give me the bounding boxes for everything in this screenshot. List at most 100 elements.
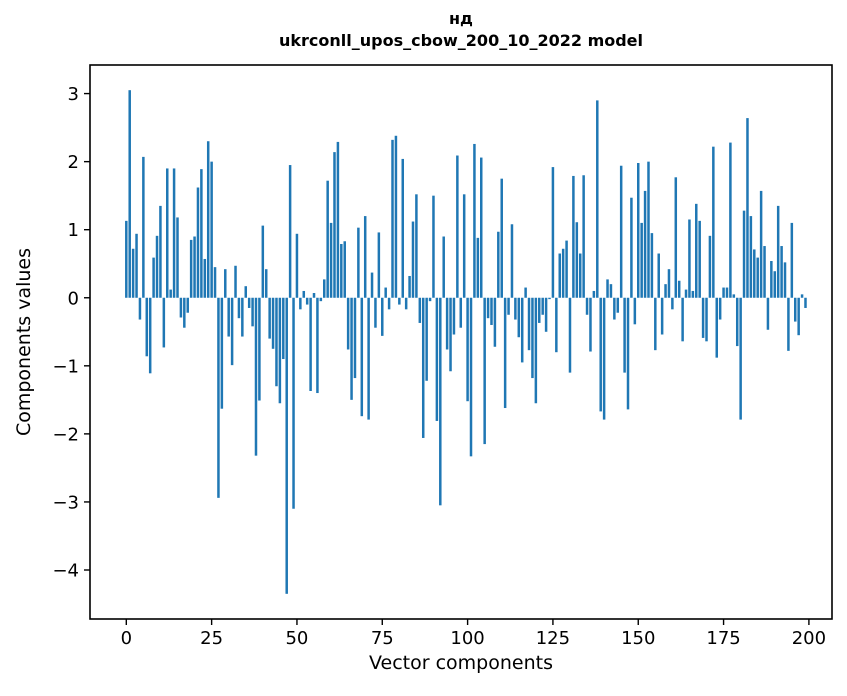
bar xyxy=(783,262,787,298)
bar xyxy=(145,297,149,357)
bar xyxy=(131,248,135,298)
bar xyxy=(551,167,555,298)
bar xyxy=(582,175,585,298)
bar xyxy=(630,197,633,298)
bar xyxy=(155,235,159,298)
x-tick-label: 125 xyxy=(536,628,570,649)
bar xyxy=(749,216,753,298)
bar xyxy=(241,297,244,337)
bar xyxy=(493,297,497,347)
x-tick-label: 175 xyxy=(706,628,740,649)
bar xyxy=(432,195,435,298)
bar xyxy=(384,287,387,298)
bar xyxy=(561,248,565,298)
bar xyxy=(637,163,640,298)
bar xyxy=(742,210,746,298)
bar xyxy=(746,118,749,298)
x-tick-label: 25 xyxy=(200,628,223,649)
bar xyxy=(548,297,551,300)
bar xyxy=(445,297,449,350)
x-tick-label: 75 xyxy=(371,628,394,649)
bar xyxy=(350,297,353,400)
bar xyxy=(609,284,613,298)
bar xyxy=(398,297,401,305)
bar xyxy=(531,297,534,379)
bar xyxy=(230,297,234,366)
bar xyxy=(217,297,220,498)
y-tick-label: −4 xyxy=(52,561,79,582)
bar xyxy=(340,244,343,298)
bar xyxy=(326,180,329,298)
bar xyxy=(555,297,558,353)
bar xyxy=(357,227,360,298)
bar xyxy=(643,190,647,298)
bar xyxy=(616,297,620,313)
bar xyxy=(459,297,463,328)
bar xyxy=(633,297,637,325)
bar xyxy=(234,265,237,298)
bar xyxy=(613,297,616,320)
bar xyxy=(128,90,131,298)
bar xyxy=(664,284,667,298)
bar xyxy=(415,194,418,298)
bar xyxy=(200,169,203,298)
bar xyxy=(288,165,292,298)
x-tick-label: 200 xyxy=(792,628,826,649)
bar xyxy=(295,233,299,298)
bar xyxy=(183,297,186,328)
bar xyxy=(794,297,797,322)
bar xyxy=(647,161,650,298)
bar xyxy=(292,297,295,509)
bar xyxy=(166,168,169,298)
bar xyxy=(302,290,306,298)
bar xyxy=(387,297,391,310)
bar xyxy=(729,142,732,298)
bar xyxy=(705,297,708,342)
bar xyxy=(172,168,176,298)
bar xyxy=(363,216,367,298)
bar xyxy=(770,261,773,298)
bar xyxy=(787,297,790,351)
bar xyxy=(428,297,432,302)
bar xyxy=(756,257,759,298)
bar xyxy=(142,156,145,298)
bar xyxy=(681,297,684,342)
bar xyxy=(439,297,442,506)
x-axis-label: Vector components xyxy=(369,652,553,674)
bar xyxy=(773,271,777,298)
chart-title-word: нд xyxy=(449,9,473,28)
bar xyxy=(722,287,725,298)
bar xyxy=(452,297,456,335)
bar xyxy=(534,297,538,404)
bar xyxy=(394,135,398,298)
bar xyxy=(473,143,476,298)
bar xyxy=(578,253,582,298)
bar xyxy=(319,297,323,302)
bar xyxy=(626,297,630,410)
bar xyxy=(456,155,459,298)
bar xyxy=(299,297,302,310)
bar xyxy=(503,297,507,409)
bar xyxy=(476,237,480,298)
bar xyxy=(421,297,425,438)
bar xyxy=(623,297,626,373)
bar xyxy=(435,297,439,421)
bar xyxy=(797,297,800,336)
bar xyxy=(391,139,394,298)
y-tick-label: 3 xyxy=(68,84,79,105)
bar xyxy=(333,152,336,298)
bar xyxy=(282,297,285,360)
bar xyxy=(701,297,705,338)
bar xyxy=(695,203,698,298)
bar xyxy=(715,297,718,358)
bar xyxy=(544,297,548,332)
x-tick-label: 50 xyxy=(285,628,308,649)
bar xyxy=(224,269,227,298)
bar xyxy=(732,294,736,298)
bar xyxy=(408,275,411,298)
bar xyxy=(585,297,589,315)
bar xyxy=(776,205,780,298)
bar xyxy=(541,297,544,315)
